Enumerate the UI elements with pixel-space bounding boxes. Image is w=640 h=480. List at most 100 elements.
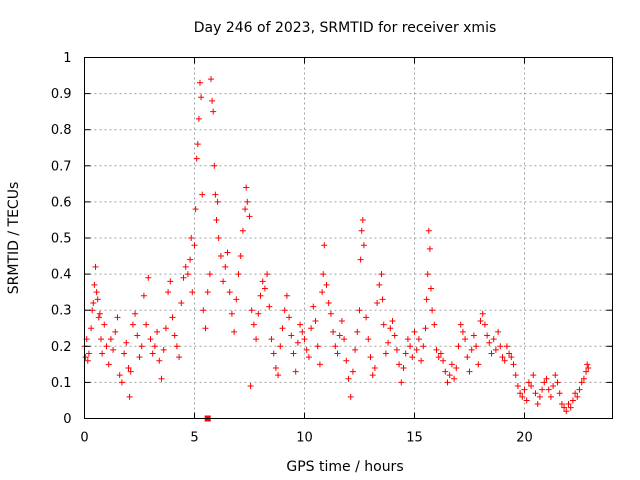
data-point [391,332,398,339]
data-point [195,115,202,122]
data-point [171,332,178,339]
data-point [499,354,506,361]
data-point [536,393,543,400]
data-point [444,379,451,386]
data-point [323,281,330,288]
data-point [437,350,444,357]
data-point [90,299,97,306]
data-point [182,263,189,270]
data-point [552,372,559,379]
data-point [580,375,587,382]
grid-lines [84,57,613,419]
data-point [110,346,117,353]
data-point [468,346,475,353]
data-point [379,296,386,303]
data-point [308,325,315,332]
data-point [341,336,348,343]
data-points [81,76,592,415]
data-point [149,350,156,357]
data-point [215,235,222,241]
data-point [160,346,167,353]
y-tick-label: 0.6 [51,195,72,210]
data-point [376,281,383,288]
data-point [134,332,141,339]
data-point [162,325,169,332]
data-point [426,245,433,252]
data-point [365,336,372,343]
data-point [358,227,365,234]
data-point [492,346,499,353]
data-point [169,314,176,321]
data-point [423,296,430,303]
y-tick-label: 0.2 [51,340,72,355]
data-point [319,289,326,296]
y-tick-label: 0.3 [51,304,72,319]
data-point [145,274,152,281]
data-point [565,401,572,408]
data-point [435,354,442,361]
data-point [387,325,394,332]
data-point [385,339,392,346]
data-point [158,375,165,382]
axis-ticks [84,57,613,419]
data-point [202,325,209,332]
data-point [404,336,411,343]
x-tick-label: 0 [80,431,88,446]
data-point [400,364,407,371]
data-point [374,299,381,306]
data-point [475,361,482,368]
data-point [165,289,172,296]
data-point [578,379,585,386]
data-point [563,408,570,415]
data-point [118,379,125,386]
data-point [523,397,530,404]
data-point [266,303,273,310]
data-point [239,227,246,234]
data-point [243,184,250,191]
data-point [550,383,557,390]
data-point [114,314,121,321]
data-point [84,357,91,364]
data-point [272,364,279,371]
data-point [250,321,257,328]
data-point [220,278,227,285]
data-point [217,253,224,260]
data-point [156,357,163,364]
data-point [105,361,112,368]
data-point [310,303,317,310]
data-point [178,299,185,306]
data-point [484,332,491,339]
data-point [212,191,219,198]
data-point [574,393,581,400]
data-point [497,343,504,350]
data-point [198,94,205,101]
data-point [356,307,363,314]
data-point [320,271,327,278]
y-tick-label: 0.7 [51,159,72,174]
data-point [103,343,110,350]
data-point [367,354,374,361]
x-tick-label: 15 [406,431,423,446]
x-tick-label: 10 [296,431,313,446]
data-point [98,336,104,343]
data-point [189,289,196,296]
data-point [514,383,521,390]
data-point [173,343,180,350]
data-point [188,235,195,241]
x-tick-label: 5 [190,431,198,446]
data-point [512,372,519,379]
data-point [197,79,203,86]
data-point [288,332,295,339]
data-point [305,354,312,361]
data-point [290,350,297,357]
data-point [418,357,425,364]
data-point [561,404,568,411]
data-point [543,375,550,382]
data-point [530,372,537,379]
data-point [402,350,409,357]
data-point [231,328,238,335]
data-point [222,263,229,270]
data-point [398,379,405,386]
data-point [301,336,308,343]
data-point [349,368,356,375]
